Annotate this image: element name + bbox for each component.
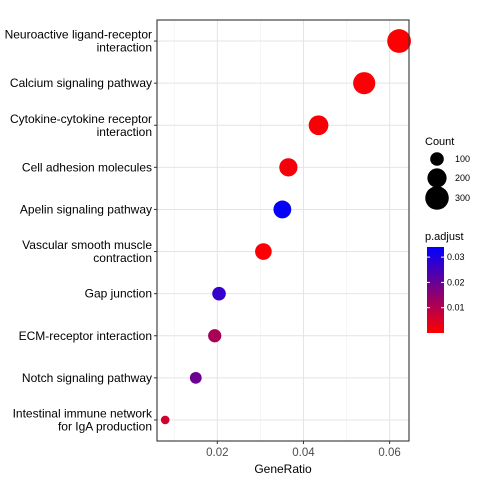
data-point <box>387 29 411 53</box>
color-bar-label: 0.01 <box>447 303 465 313</box>
data-point <box>353 72 376 95</box>
category-label-line: ECM-receptor interaction <box>19 329 152 343</box>
x-axis-title: GeneRatio <box>254 462 312 476</box>
category-label-line: for IgA production <box>58 419 152 433</box>
category-label-line: Gap junction <box>85 287 152 301</box>
color-legend-title: p.adjust <box>425 231 464 243</box>
category-label: Gap junction <box>85 287 152 301</box>
x-tick-label: 0.02 <box>206 447 228 459</box>
color-bar <box>427 247 444 333</box>
category-label-line: Cell adhesion molecules <box>22 160 152 174</box>
category-label-line: Intestinal immune network <box>13 406 153 420</box>
data-point <box>273 200 292 219</box>
category-label: ECM-receptor interaction <box>19 329 152 343</box>
data-point <box>255 243 272 260</box>
category-label: Cell adhesion molecules <box>22 160 152 174</box>
size-legend-key <box>425 186 449 210</box>
category-label: Intestinal immune network for IgA product… <box>13 406 153 433</box>
color-bar-label: 0.03 <box>447 252 465 262</box>
size-legend-key <box>427 168 447 188</box>
size-legend-label: 100 <box>455 154 470 164</box>
data-point <box>212 286 226 301</box>
category-label: Notch signaling pathway <box>22 371 152 385</box>
category-label-line: Neuroactive ligand-receptor <box>5 28 152 42</box>
data-point <box>160 415 170 425</box>
category-label-line: interaction <box>97 41 152 55</box>
data-point <box>279 158 298 177</box>
size-legend-title: Count <box>425 136 454 148</box>
category-label: Cytokine-cytokine receptor interaction <box>10 112 152 139</box>
category-label: Apelin signaling pathway <box>20 202 152 216</box>
size-legend-label: 300 <box>455 193 470 203</box>
x-tick-label: 0.06 <box>378 447 400 459</box>
data-point <box>189 371 202 384</box>
size-legend-label: 200 <box>455 173 470 183</box>
category-label-line: Apelin signaling pathway <box>20 202 152 216</box>
category-label: Calcium signaling pathway <box>10 76 152 90</box>
category-label-line: Notch signaling pathway <box>22 371 152 385</box>
panel-border <box>156 19 410 442</box>
category-label-line: Cytokine-cytokine receptor <box>10 112 152 126</box>
category-label: Vascular smooth muscle contraction <box>22 238 152 265</box>
category-label-line: Vascular smooth muscle <box>22 238 152 252</box>
category-label-line: Calcium signaling pathway <box>10 76 152 90</box>
category-label-line: interaction <box>97 125 152 139</box>
category-label: Neuroactive ligand-receptor interaction <box>5 28 152 55</box>
category-label-line: contraction <box>93 251 152 265</box>
data-point <box>208 329 222 343</box>
x-tick-label: 0.04 <box>292 447 315 459</box>
size-legend-key <box>430 152 444 166</box>
data-point <box>308 115 329 136</box>
color-bar-label: 0.02 <box>447 277 465 287</box>
